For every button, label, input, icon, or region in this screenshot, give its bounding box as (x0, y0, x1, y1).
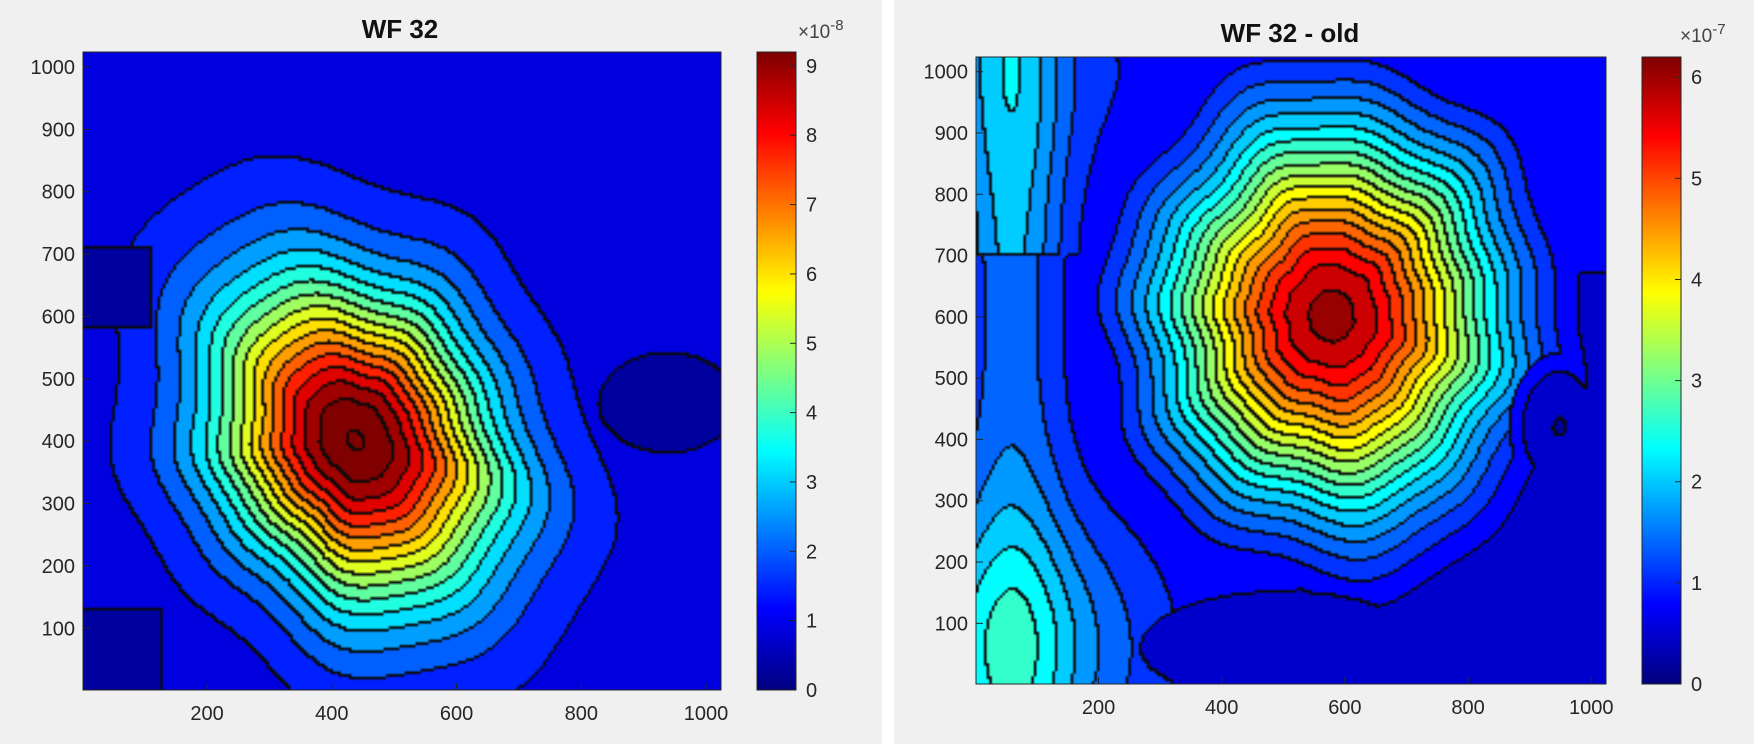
chart-wf32-old: WF 32 - old 200 400 600 800 1000 100 200 300 400… (924, 18, 1726, 719)
y-tick-label: 600 (42, 306, 75, 328)
y-tick-label: 700 (935, 246, 968, 268)
y-tick-label: 1000 (31, 57, 76, 79)
y-tick-label: 300 (935, 491, 968, 513)
y-tick-label: 200 (935, 552, 968, 574)
colorbar-tick-label: 1 (1691, 573, 1702, 595)
y-tick-label: 900 (42, 119, 75, 141)
chart-title: WF 32 - old (1221, 18, 1360, 48)
colorbar (757, 52, 796, 690)
y-tick-label: 600 (935, 307, 968, 329)
y-tick-label: 900 (935, 123, 968, 145)
x-tick-label: 600 (440, 703, 473, 725)
colorbar-tick-label: 1 (806, 611, 817, 633)
chart-wf32: WF 32 200 400 600 800 1000 100 200 300 400 500 600… (31, 14, 844, 725)
y-tick-label: 1000 (924, 62, 969, 84)
colorbar-tick-label: 5 (806, 333, 817, 355)
colorbar-tick-label: 5 (1691, 168, 1702, 190)
colorbar-tick-label: 6 (806, 264, 817, 286)
heatmap-image (976, 57, 1606, 684)
colorbar-tick-label: 4 (806, 403, 817, 425)
plot-frame (82, 51, 722, 691)
colorbar-tick-label: 9 (806, 56, 817, 78)
colorbar-tick-label: 0 (1691, 674, 1702, 696)
colorbar-tick-label: 3 (1691, 371, 1702, 393)
colorbar-frame (756, 51, 797, 691)
colorbar-tick-label: 4 (1691, 269, 1702, 291)
y-tick-label: 100 (42, 618, 75, 640)
colorbar-exponent: ×10-8 (798, 17, 844, 43)
x-tick-label: 1000 (1569, 697, 1614, 719)
heatmap-image (83, 52, 721, 690)
y-tick-label: 400 (935, 429, 968, 451)
colorbar-tick-label: 0 (806, 680, 817, 702)
panel-wf32-old: WF 32 - old 200 400 600 800 1000 100 200 300 400… (894, 0, 1754, 744)
y-tick-label: 800 (42, 182, 75, 204)
plot-frame (975, 56, 1607, 685)
y-tick-label: 500 (935, 368, 968, 390)
y-tick-label: 700 (42, 244, 75, 266)
colorbar (1642, 57, 1681, 684)
colorbar-tick-label: 8 (806, 125, 817, 147)
y-tick-label: 200 (42, 556, 75, 578)
colorbar-tick-label: 6 (1691, 67, 1702, 89)
x-tick-label: 800 (565, 703, 598, 725)
y-tick-label: 100 (935, 613, 968, 635)
x-tick-label: 400 (1205, 697, 1238, 719)
x-tick-label: 600 (1328, 697, 1361, 719)
colorbar-tick-label: 7 (806, 195, 817, 217)
y-tick-label: 400 (42, 431, 75, 453)
colorbar-tick-label: 2 (1691, 472, 1702, 494)
chart-title: WF 32 (362, 14, 439, 44)
x-tick-label: 200 (190, 703, 223, 725)
x-tick-label: 400 (315, 703, 348, 725)
y-tick-label: 300 (42, 494, 75, 516)
x-tick-label: 1000 (684, 703, 729, 725)
y-tick-label: 500 (42, 369, 75, 391)
colorbar-tick-label: 3 (806, 472, 817, 494)
colorbar-exponent: ×10-7 (1680, 21, 1726, 47)
x-tick-label: 200 (1082, 697, 1115, 719)
colorbar-tick-label: 2 (806, 541, 817, 563)
panel-wf32: WF 32 200 400 600 800 1000 100 200 300 400 500 600… (0, 0, 882, 744)
y-tick-label: 800 (935, 184, 968, 206)
x-tick-label: 800 (1451, 697, 1484, 719)
colorbar-frame (1641, 56, 1682, 685)
